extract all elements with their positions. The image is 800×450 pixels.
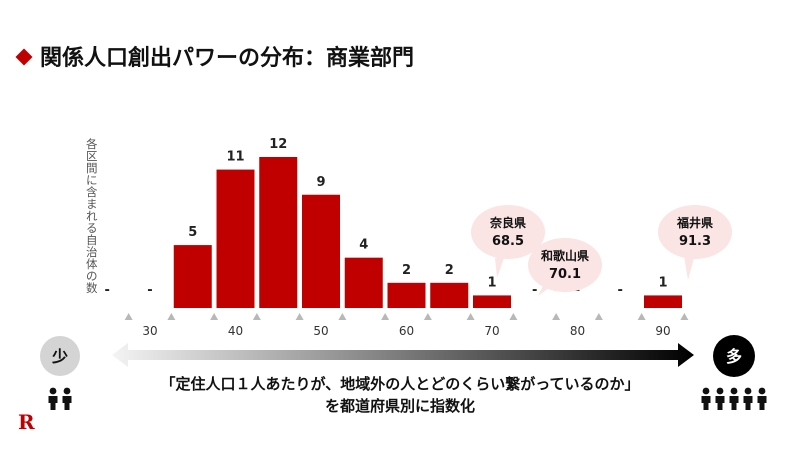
person-icon [62, 387, 72, 410]
bar [259, 157, 298, 308]
bar-value-label: 1 [487, 275, 496, 290]
caption-line-1: 「定住人口１人あたりが、地域外の人とどのくらい繋がっているのか」 [160, 375, 640, 393]
axis-tick-marker [423, 313, 432, 320]
axis-tick-marker [637, 313, 646, 320]
bar-value-label: 2 [402, 263, 411, 278]
person-head [744, 387, 752, 395]
bar-value-label: 2 [445, 263, 454, 278]
bubble-pointer [684, 256, 694, 280]
axis-tick-marker [381, 313, 390, 320]
bubble-shape [658, 205, 732, 259]
axis-tick-marker [552, 313, 561, 320]
bubble-pointer [538, 282, 554, 296]
bar [173, 245, 212, 308]
x-tick-label: 80 [570, 324, 585, 338]
y-axis-label: 各区間に含まれる自治体の数 [86, 137, 98, 295]
axis-tick-marker [594, 313, 603, 320]
person-head [63, 387, 71, 395]
bar-value-label: - [618, 283, 623, 298]
low-circle [40, 336, 80, 376]
bubble-shape [528, 238, 602, 292]
annotation-bubble: 福井県 91.3 [658, 205, 732, 280]
axis-tick-marker [210, 313, 219, 320]
axis-tick-marker [167, 313, 176, 320]
slide-title-text: 関係人口創出パワーの分布：商業部門 [40, 46, 415, 71]
bar-value-label: 1 [658, 275, 667, 290]
person-icon [743, 387, 753, 410]
person-head [716, 387, 724, 395]
bar [387, 282, 426, 308]
person-body [715, 396, 725, 410]
x-tick-label: 60 [399, 324, 414, 338]
x-tick-label: 40 [228, 324, 243, 338]
person-head [758, 387, 766, 395]
person-body [743, 396, 753, 410]
person-body [701, 396, 711, 410]
bar-value-label: 4 [359, 238, 368, 253]
axis-tick-marker [509, 313, 518, 320]
annotation-name: 奈良県 [489, 215, 526, 230]
x-tick-label: 50 [313, 324, 328, 338]
axis-tick-marker [466, 313, 475, 320]
bar [644, 295, 682, 308]
bar [430, 282, 469, 308]
annotation-value: 68.5 [492, 234, 524, 249]
bar [473, 295, 511, 308]
high-label: 多 [726, 347, 742, 366]
annotation-bubble: 和歌山県 70.1 [528, 238, 602, 296]
person-icon [701, 387, 711, 410]
bar-value-label: 9 [316, 175, 325, 190]
person-body [62, 396, 72, 410]
axis-tick-marker [338, 313, 347, 320]
annotation-bubble: 奈良県 68.5 [471, 205, 545, 278]
annotation-value: 91.3 [679, 234, 711, 249]
person-icon [729, 387, 739, 410]
person-head [702, 387, 710, 395]
scale-arrow [112, 343, 694, 367]
person-icon [48, 387, 58, 410]
x-tick-label: 70 [484, 324, 499, 338]
annotation-name: 福井県 [676, 215, 713, 230]
bar-value-label: - [575, 283, 580, 298]
high-circle [713, 335, 755, 377]
person-body [48, 396, 58, 410]
bar [344, 257, 383, 308]
person-body [729, 396, 739, 410]
brand-logo: R [18, 410, 35, 434]
annotation-name: 和歌山県 [540, 248, 589, 263]
person-head [49, 387, 57, 395]
slide-title: 関係人口創出パワーの分布：商業部門 [15, 40, 415, 72]
axis-tick-marker [295, 313, 304, 320]
x-tick-label: 90 [655, 324, 670, 338]
bar-value-label: - [105, 283, 110, 298]
bar-value-label: - [532, 283, 537, 298]
bar-value-label: 5 [188, 225, 197, 240]
bubble-shape [471, 205, 545, 259]
bar-value-label: - [147, 283, 152, 298]
person-icon [757, 387, 767, 410]
person-head [730, 387, 738, 395]
bar [216, 169, 255, 308]
caption-line-2: を都道府県別に指数化 [324, 397, 475, 415]
bar-value-label: 12 [269, 137, 287, 152]
person-body [757, 396, 767, 410]
axis-tick-marker [680, 313, 689, 320]
bar [302, 194, 340, 308]
axis-tick-marker [252, 313, 261, 320]
low-label: 少 [51, 347, 68, 366]
bar-value-label: 11 [226, 150, 244, 165]
annotation-value: 70.1 [549, 267, 581, 282]
person-icon [715, 387, 725, 410]
x-tick-label: 30 [142, 324, 157, 338]
bubble-pointer [495, 258, 504, 278]
axis-tick-marker [124, 313, 133, 320]
